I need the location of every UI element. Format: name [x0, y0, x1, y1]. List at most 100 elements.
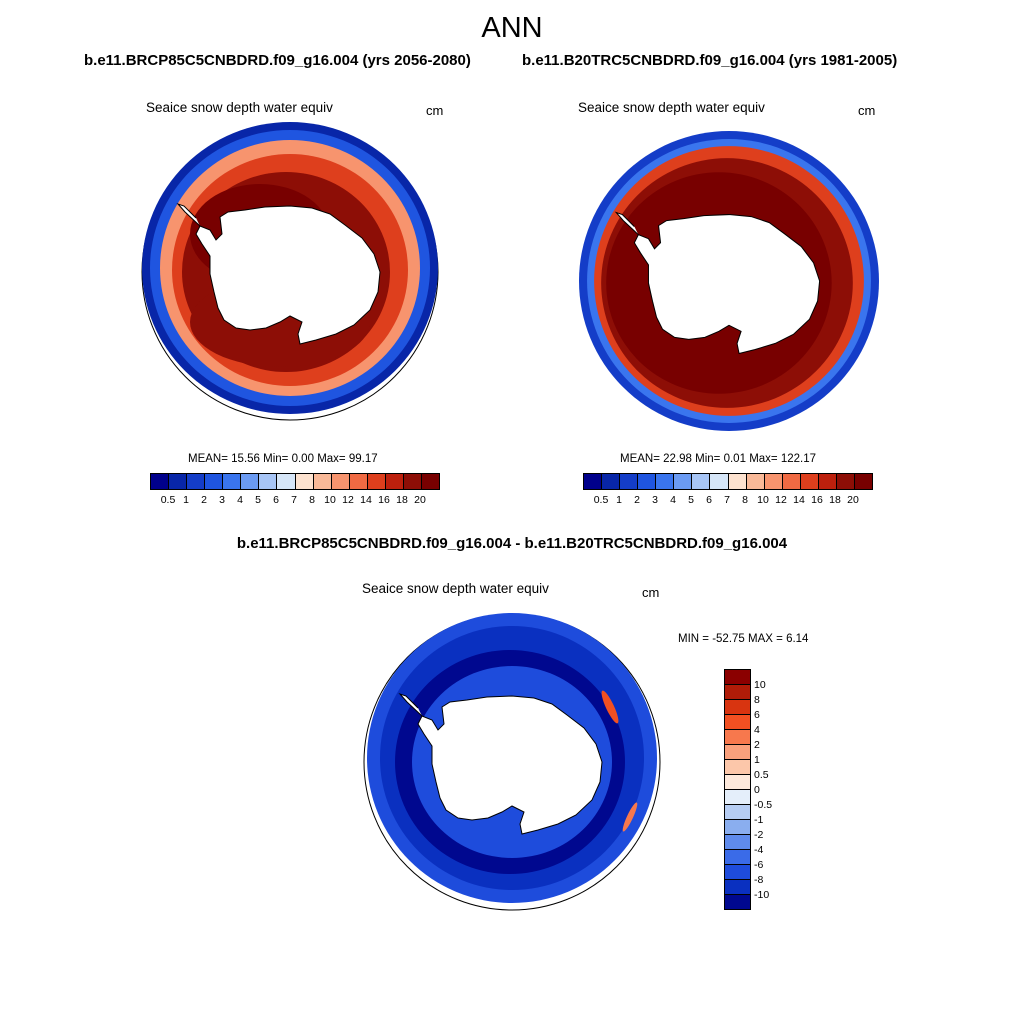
colorbar-tick-label: 18 [396, 494, 408, 506]
colorbar-swatch [187, 474, 206, 489]
antarctica-coastline [633, 214, 821, 355]
colorbar-left [150, 473, 440, 490]
colorbar-tick-label: 3 [219, 494, 225, 506]
colorbar-swatch [725, 715, 750, 730]
antarctic-peninsula [176, 202, 201, 227]
colorbar-swatch [725, 865, 750, 880]
diff-title: b.e11.BRCP85C5CNBDRD.f09_g16.004 - b.e11… [236, 535, 788, 552]
colorbar-tick-label: 14 [360, 494, 372, 506]
colorbar-tick-label: 8 [742, 494, 748, 506]
antarctica-coastline [417, 695, 603, 835]
units-left: cm [426, 103, 444, 118]
colorbar-tick-label: 16 [811, 494, 823, 506]
colorbar-tick-label: 5 [688, 494, 694, 506]
colorbar-swatch [728, 474, 747, 489]
colorbar-swatch [584, 474, 603, 489]
min-value: 0.00 [291, 453, 314, 465]
colorbar-tick-label: 2 [201, 494, 207, 506]
plot-title-diff: Seaice snow depth water equiv [362, 581, 549, 596]
mean-value: 15.56 [231, 453, 260, 465]
colorbar-tick-label: 10 [324, 494, 336, 506]
case-title-left: b.e11.BRCP85C5CNBDRD.f09_g16.004 (yrs 20… [84, 52, 471, 69]
colorbar-tick-label: 6 [754, 709, 760, 721]
colorbar-swatch [725, 730, 750, 745]
max-label: Max= [317, 453, 346, 465]
anomaly-patch [601, 690, 619, 724]
colorbar-swatch [725, 685, 750, 700]
colorbar-tick-label: 8 [754, 694, 760, 706]
colorbar-swatch [725, 700, 750, 715]
colorbar-tick-label: 4 [754, 724, 760, 736]
colorbar-diff [724, 669, 751, 910]
colorbar-swatch [746, 474, 765, 489]
colorbar-swatch [295, 474, 314, 489]
colorbar-swatch [385, 474, 404, 489]
colorbar-tick-label: -6 [754, 859, 764, 871]
colorbar-swatch [725, 790, 750, 805]
colorbar-swatch [241, 474, 260, 489]
polar-map-diff [363, 613, 661, 911]
colorbar-tick-label: 18 [829, 494, 841, 506]
stats-left: MEAN= 15.56 Min= 0.00 Max= 99.17 [188, 453, 378, 465]
colorbar-tick-label: 0.5 [160, 494, 176, 506]
colorbar-swatch [725, 775, 750, 790]
colorbar-swatch [836, 474, 855, 489]
max-value: 122.17 [780, 453, 817, 465]
colorbar-swatch [674, 474, 693, 489]
colorbar-tick-label: 8 [309, 494, 315, 506]
mean-label: MEAN= [188, 453, 228, 465]
colorbar-tick-label: 1 [616, 494, 622, 506]
colorbar-swatch [854, 474, 872, 489]
colorbar-swatch [764, 474, 783, 489]
colorbar-tick-label: 7 [724, 494, 730, 506]
mean-value: 22.98 [663, 453, 692, 465]
colorbar-swatch [421, 474, 439, 489]
colorbar-swatch [800, 474, 819, 489]
max-label: MAX = [748, 633, 783, 645]
antarctic-peninsula [398, 692, 423, 717]
colorbar-tick-label: 2 [634, 494, 640, 506]
plot-title-right: Seaice snow depth water equiv [578, 100, 765, 115]
colorbar-swatch [331, 474, 350, 489]
colorbar-swatch [782, 474, 801, 489]
colorbar-swatch [725, 850, 750, 865]
min-label: Min= [263, 453, 289, 465]
min-value: 0.01 [723, 453, 746, 465]
colorbar-swatch [725, 880, 750, 895]
colorbar-tick-label: 10 [757, 494, 769, 506]
colorbar-swatch [620, 474, 639, 489]
colorbar-tick-label: 14 [793, 494, 805, 506]
colorbar-swatch [725, 835, 750, 850]
colorbar-swatch [725, 805, 750, 820]
colorbar-tick-label: 2 [754, 739, 760, 751]
colorbar-tick-label: 1 [754, 754, 760, 766]
season-title: ANN [481, 12, 543, 44]
colorbar-tick-label: -0.5 [754, 799, 773, 811]
units-diff: cm [642, 585, 660, 600]
colorbar-tick-label: -1 [754, 814, 764, 826]
max-value: 6.14 [786, 633, 809, 645]
max-label: Max= [749, 453, 778, 465]
min-value: -52.75 [712, 633, 745, 645]
colorbar-tick-label: 0.5 [593, 494, 609, 506]
colorbar-swatch [223, 474, 242, 489]
colorbar-tick-label: 4 [237, 494, 243, 506]
colorbar-tick-label: 3 [652, 494, 658, 506]
colorbar-swatch [656, 474, 675, 489]
units-right: cm [858, 103, 876, 118]
colorbar-swatch [151, 474, 170, 489]
colorbar-swatch [725, 895, 750, 909]
colorbar-swatch [725, 820, 750, 835]
colorbar-swatch [403, 474, 422, 489]
anomaly-patch [622, 802, 638, 832]
colorbar-tick-label: 4 [670, 494, 676, 506]
colorbar-swatch [725, 670, 750, 685]
colorbar-swatch [367, 474, 386, 489]
colorbar-tick-label: 6 [706, 494, 712, 506]
colorbar-tick-label: -2 [754, 829, 764, 841]
colorbar-right [583, 473, 873, 490]
colorbar-tick-label: 1 [183, 494, 189, 506]
min-label: MIN = [678, 633, 709, 645]
plot-title-left: Seaice snow depth water equiv [146, 100, 333, 115]
colorbar-swatch [313, 474, 332, 489]
